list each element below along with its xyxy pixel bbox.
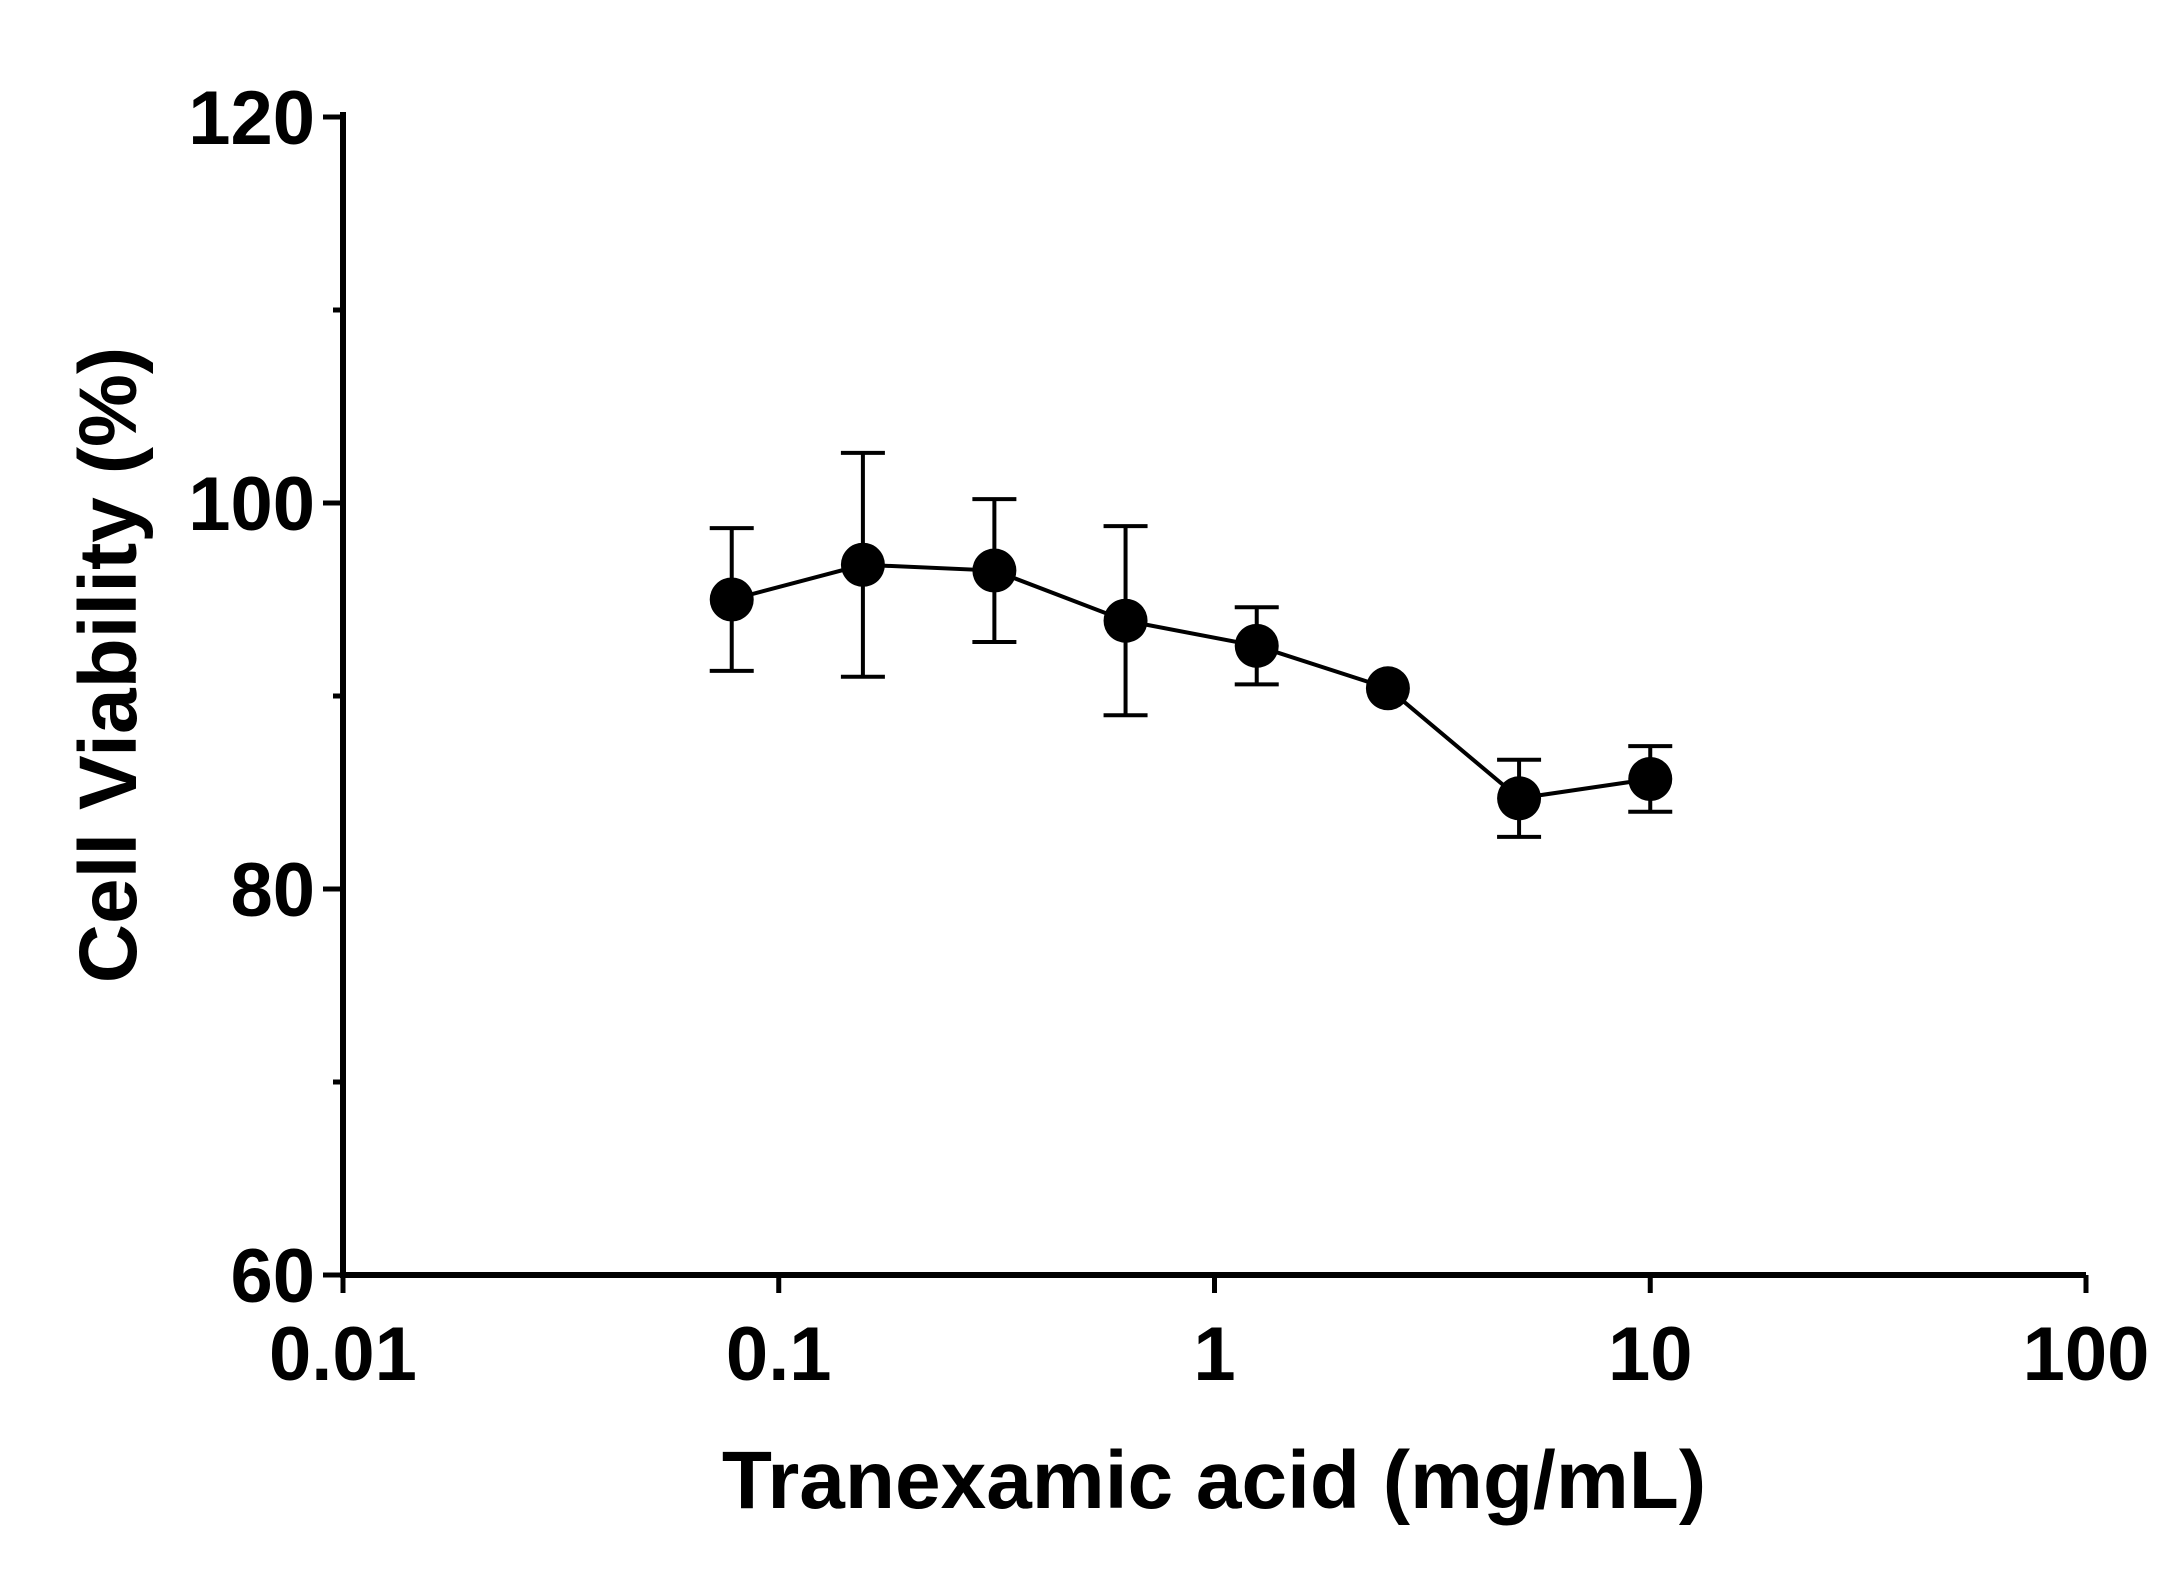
x-tick-label: 100 — [2023, 1312, 2150, 1397]
data-point — [1103, 598, 1148, 643]
data-point — [840, 542, 885, 587]
y-axis-title: Cell Viability (%) — [63, 347, 154, 983]
y-tick-label: 120 — [188, 76, 315, 161]
x-tick-label: 0.01 — [269, 1312, 417, 1397]
y-tick-label: 60 — [230, 1234, 315, 1319]
data-point — [1628, 756, 1673, 801]
data-point — [1234, 623, 1279, 668]
x-tick-label: 1 — [1193, 1312, 1235, 1397]
plot-area — [709, 450, 1673, 839]
data-point — [1365, 666, 1410, 711]
series-line — [731, 562, 1651, 801]
y-tick-label: 100 — [188, 462, 315, 547]
data-point — [972, 548, 1017, 593]
x-tick-label: 10 — [1608, 1312, 1693, 1397]
y-tick-label: 80 — [230, 848, 315, 933]
x-axis-ticks: 0.01 0.1 1 10 100 — [269, 1275, 2149, 1397]
data-point — [1497, 776, 1542, 821]
y-axis-ticks: 60 80 100 120 — [188, 76, 343, 1319]
data-point — [709, 577, 754, 622]
x-tick-label: 0.1 — [726, 1312, 832, 1397]
x-axis-title: Tranexamic acid (mg/mL) — [722, 1435, 1706, 1526]
